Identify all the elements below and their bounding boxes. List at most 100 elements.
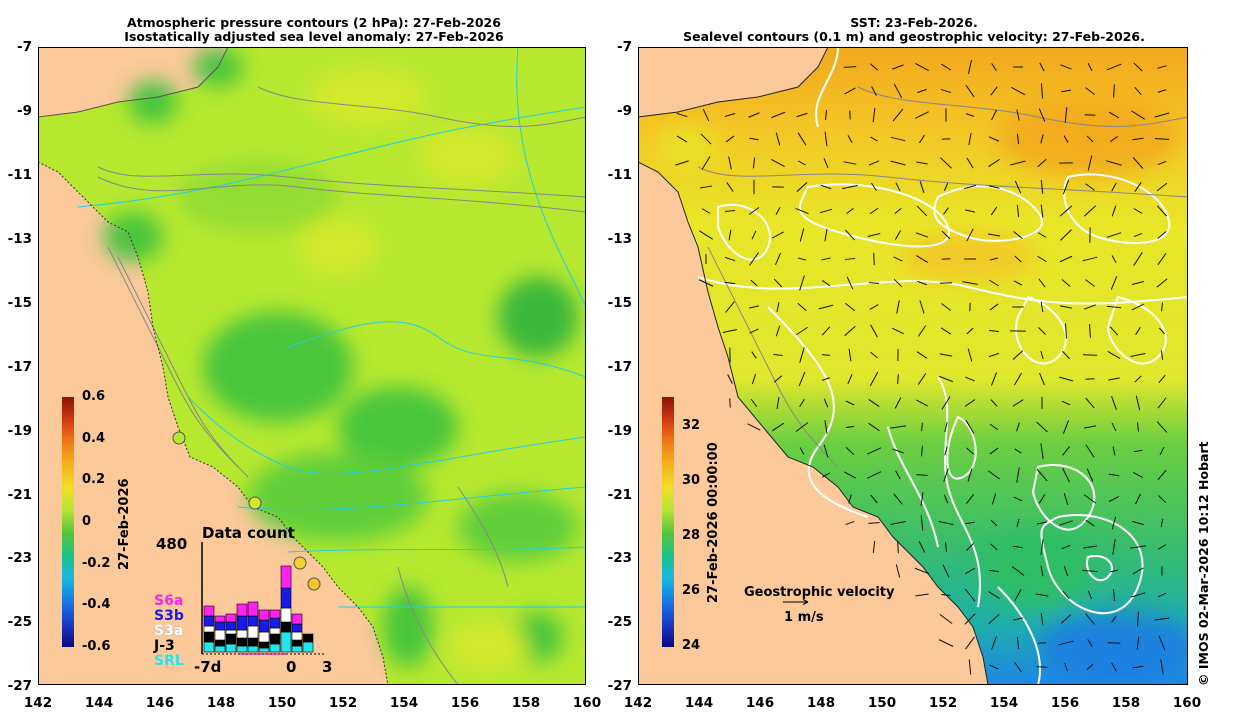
- left-title-line1: Atmospheric pressure contours (2 hPa): 2…: [127, 15, 501, 30]
- velocity-arrow: [941, 230, 951, 240]
- histogram-bar-segment: [258, 641, 270, 649]
- velocity-arrow: [1038, 278, 1046, 288]
- velocity-arrow: [964, 399, 976, 407]
- velocity-arrow: [868, 282, 880, 284]
- velocity-arrow: [1135, 493, 1141, 505]
- velocity-arrow: [943, 183, 949, 191]
- velocity-arrow: [1040, 350, 1044, 360]
- velocity-arrow: [939, 375, 953, 383]
- velocity-arrow: [991, 63, 997, 71]
- mission-legend-item: S3b: [154, 608, 184, 624]
- longitude-tick-label: 156: [450, 695, 480, 711]
- velocity-arrow: [870, 351, 878, 359]
- velocity-arrow: [1040, 180, 1044, 194]
- velocity-arrow: [892, 64, 904, 70]
- velocity-arrow: [774, 252, 782, 266]
- mission-legend-item: SRL: [154, 653, 184, 669]
- velocity-arrow: [1130, 545, 1146, 549]
- velocity-arrow: [1014, 448, 1022, 454]
- velocity-arrow: [1111, 422, 1117, 432]
- velocity-arrow: [1087, 155, 1093, 171]
- velocity-arrow: [676, 112, 688, 118]
- histogram-bar-segment: [291, 645, 303, 653]
- velocity-arrow: [1157, 544, 1167, 550]
- velocity-arrow: [1157, 160, 1167, 166]
- histogram-bar-segment: [302, 641, 314, 653]
- velocity-arrow: [1112, 539, 1116, 555]
- velocity-arrow: [1062, 350, 1070, 360]
- tide-gauge-marker[interactable]: [307, 577, 321, 591]
- velocity-arrow: [1136, 636, 1140, 650]
- latitude-tick-label: -17: [607, 359, 632, 375]
- velocity-arrow: [698, 279, 714, 287]
- velocity-arrow: [1060, 64, 1072, 70]
- histogram-bar-segment: [225, 633, 237, 645]
- histogram-bar-segment: [258, 647, 270, 653]
- velocity-arrow: [726, 182, 734, 192]
- histogram-bar-segment: [291, 631, 303, 641]
- longitude-tick-label: 152: [928, 695, 958, 711]
- velocity-arrow: [918, 541, 926, 553]
- velocity-arrow: [1132, 567, 1144, 575]
- velocity-arrow: [1089, 324, 1091, 338]
- velocity-arrow: [848, 348, 852, 362]
- velocity-arrow: [842, 184, 858, 190]
- longitude-tick-label: 158: [1111, 695, 1141, 711]
- velocity-arrow: [799, 399, 805, 407]
- histogram-bar-segment: [269, 633, 281, 645]
- velocity-arrow: [796, 326, 808, 336]
- velocity-arrow: [1157, 65, 1167, 69]
- velocity-arrow: [724, 210, 736, 212]
- velocity-arrow: [1014, 180, 1022, 194]
- data-count-x-end: 3: [322, 658, 333, 676]
- histogram-bar-segment: [280, 631, 292, 653]
- velocity-arrow: [1085, 279, 1095, 287]
- colorbar-tick-label: 0.4: [82, 430, 106, 446]
- colorbar-tick-label: 26: [682, 583, 701, 598]
- velocity-arrow: [866, 471, 882, 479]
- velocity-arrow: [1159, 446, 1165, 456]
- velocity-arrow: [1062, 420, 1070, 434]
- left-map-frame: [38, 47, 586, 685]
- velocity-arrow: [965, 493, 975, 505]
- ocean-area: [638, 47, 1188, 685]
- velocity-arrow: [1036, 468, 1048, 482]
- velocity-arrow: [1133, 471, 1143, 479]
- velocity-arrow: [797, 132, 807, 146]
- velocity-arrow: [915, 62, 929, 72]
- velocity-arrow: [965, 420, 975, 434]
- latitude-tick-label: -13: [607, 231, 632, 247]
- velocity-arrow: [895, 182, 901, 192]
- velocity-arrow: [939, 353, 953, 357]
- velocity-arrow: [914, 567, 930, 575]
- histogram-bar-segment: [236, 645, 248, 653]
- velocity-arrow: [939, 613, 953, 625]
- tide-gauge-marker[interactable]: [293, 556, 307, 570]
- histogram-bar-segment: [247, 637, 259, 647]
- latitude-tick-label: -27: [7, 678, 32, 694]
- latitude-tick-label: -11: [7, 167, 32, 183]
- velocity-arrow: [771, 159, 785, 167]
- velocity-arrow: [844, 325, 856, 337]
- velocity-arrow: [1158, 374, 1166, 384]
- histogram-bar-segment: [269, 627, 281, 635]
- velocity-arrow: [1133, 232, 1143, 238]
- velocity-arrow: [991, 109, 997, 121]
- velocity-arrow: [1013, 231, 1023, 239]
- velocity-arrow: [824, 228, 828, 242]
- velocity-arrow: [846, 276, 854, 290]
- tide-gauge-marker[interactable]: [248, 496, 262, 510]
- velocity-arrow: [797, 302, 807, 312]
- velocity-arrow: [1014, 255, 1022, 263]
- velocity-arrow: [1037, 255, 1047, 263]
- histogram-bar-segment: [258, 619, 270, 633]
- longitude-tick-label: 146: [145, 695, 175, 711]
- velocity-arrow: [1157, 253, 1167, 265]
- velocity-arrow: [675, 160, 689, 166]
- velocity-arrow: [1108, 377, 1120, 381]
- velocity-arrow: [916, 161, 928, 165]
- tide-gauge-marker[interactable]: [172, 431, 186, 445]
- velocity-arrow: [1085, 613, 1095, 625]
- velocity-arrow: [1156, 278, 1168, 288]
- velocity-arrow: [1016, 109, 1020, 121]
